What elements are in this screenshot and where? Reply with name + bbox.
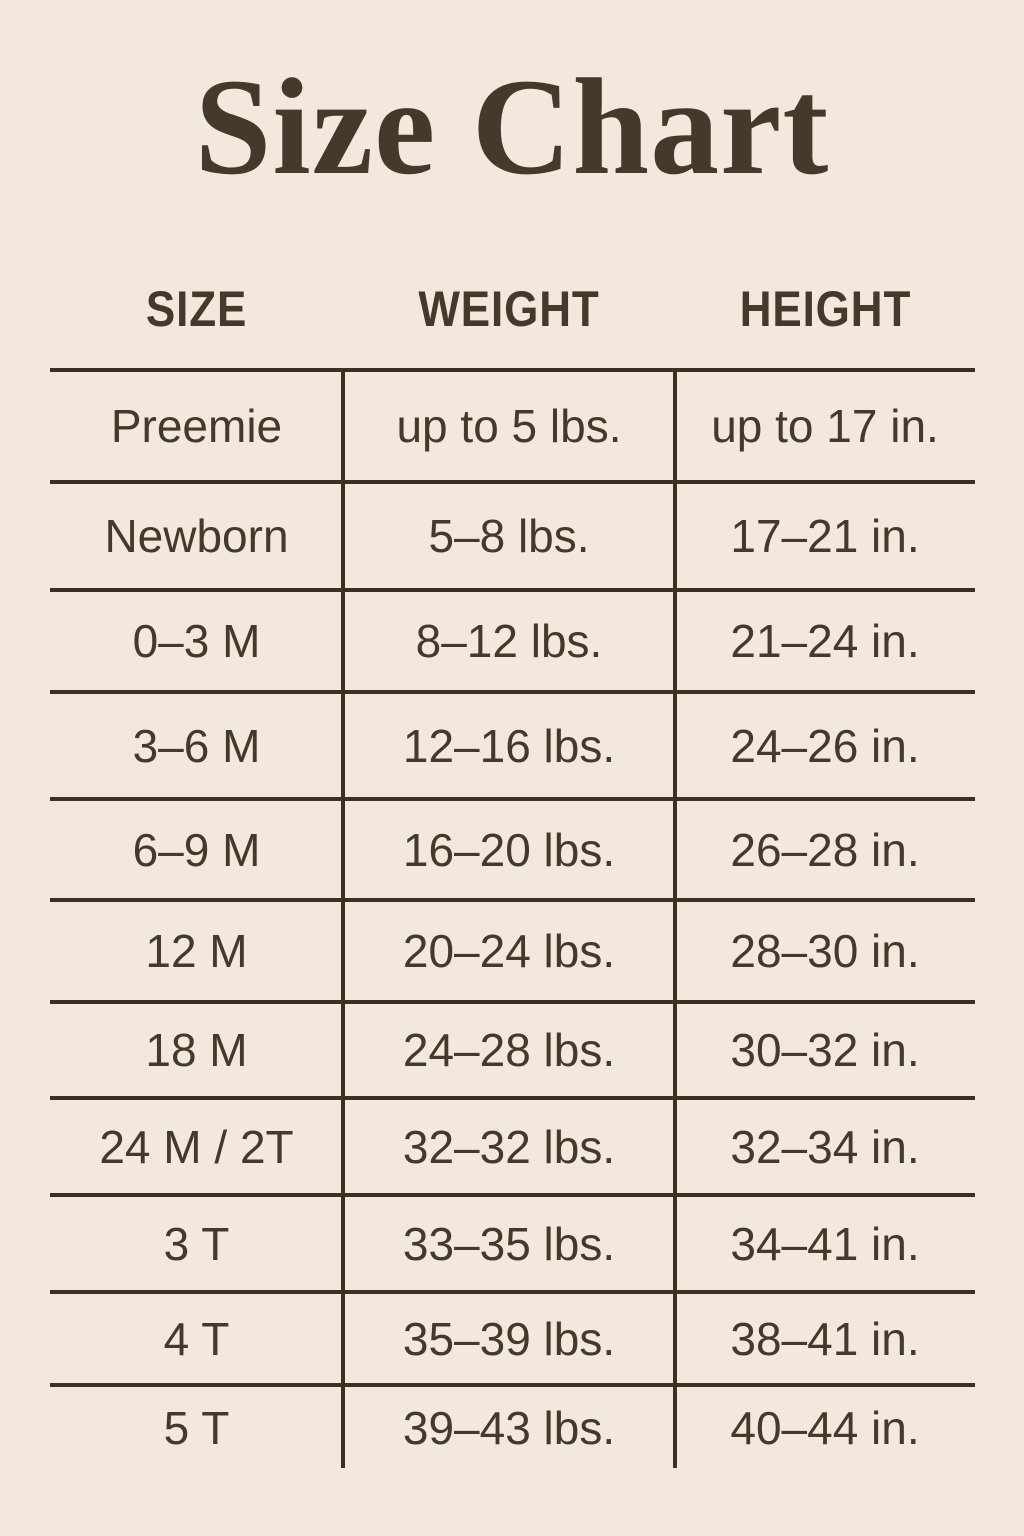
weight-cell: 16–20 lbs. <box>402 823 616 876</box>
size-cell: 3 T <box>163 1217 230 1270</box>
height-cell: 30–32 in. <box>730 1024 920 1076</box>
weight-cell: 8–12 lbs. <box>415 615 603 667</box>
weight-cell: 35–39 lbs. <box>402 1312 616 1365</box>
size-cell: 4 T <box>163 1312 230 1365</box>
table-row-newborn: Newborn 5–8 lbs. 17–21 in. <box>50 480 975 588</box>
height-cell: 28–30 in. <box>730 925 920 977</box>
column-header-weight-label: WEIGHT <box>418 281 600 337</box>
table-row-18m: 18 M 24–28 lbs. 30–32 in. <box>50 1000 975 1096</box>
weight-cell: up to 5 lbs. <box>396 400 622 452</box>
height-cell: up to 17 in. <box>711 400 939 452</box>
table-row-0-3m: 0–3 M 8–12 lbs. 21–24 in. <box>50 588 975 690</box>
size-cell: 6–9 M <box>132 823 261 876</box>
height-cell: 32–34 in. <box>730 1120 920 1173</box>
column-header-height-label: HEIGHT <box>739 281 911 337</box>
height-cell: 21–24 in. <box>730 615 920 667</box>
size-cell: 24 M / 2T <box>99 1120 294 1173</box>
height-cell: 26–28 in. <box>730 823 920 876</box>
size-cell: 0–3 M <box>132 615 261 667</box>
table-row-6-9m: 6–9 M 16–20 lbs. 26–28 in. <box>50 797 975 898</box>
weight-cell: 39–43 lbs. <box>402 1401 616 1454</box>
size-cell: Newborn <box>104 510 289 562</box>
height-cell: 40–44 in. <box>730 1401 920 1454</box>
size-cell: Preemie <box>110 400 283 452</box>
column-header-height: HEIGHT <box>675 278 975 340</box>
size-table: Preemie up to 5 lbs. up to 17 in. Newbor… <box>50 368 975 1468</box>
table-row-24m-2t: 24 M / 2T 32–32 lbs. 32–34 in. <box>50 1096 975 1193</box>
height-cell: 34–41 in. <box>730 1217 920 1270</box>
table-row-preemie: Preemie up to 5 lbs. up to 17 in. <box>50 368 975 480</box>
height-cell: 24–26 in. <box>730 719 920 772</box>
weight-cell: 24–28 lbs. <box>402 1024 616 1076</box>
weight-cell: 5–8 lbs. <box>428 510 590 562</box>
page-title: Size Chart <box>194 50 830 203</box>
table-row-12m: 12 M 20–24 lbs. 28–30 in. <box>50 898 975 1000</box>
table-row-3-6m: 3–6 M 12–16 lbs. 24–26 in. <box>50 690 975 797</box>
size-cell: 5 T <box>163 1401 230 1454</box>
weight-cell: 33–35 lbs. <box>402 1217 616 1270</box>
size-cell: 18 M <box>145 1024 248 1076</box>
weight-cell: 20–24 lbs. <box>402 925 616 977</box>
height-cell: 17–21 in. <box>730 510 920 562</box>
column-header-size-label: SIZE <box>145 281 248 337</box>
column-header-size: SIZE <box>50 278 343 340</box>
height-cell: 38–41 in. <box>730 1312 920 1365</box>
weight-cell: 32–32 lbs. <box>402 1120 616 1173</box>
table-row-5t: 5 T 39–43 lbs. 40–44 in. <box>50 1383 975 1468</box>
weight-cell: 12–16 lbs. <box>402 719 616 772</box>
size-cell: 12 M <box>145 925 248 977</box>
column-divider-weight-height <box>673 368 677 1468</box>
column-divider-size-weight <box>341 368 345 1468</box>
table-row-3t: 3 T 33–35 lbs. 34–41 in. <box>50 1193 975 1290</box>
table-row-4t: 4 T 35–39 lbs. 38–41 in. <box>50 1290 975 1383</box>
size-cell: 3–6 M <box>132 719 261 772</box>
table-header-row: SIZE WEIGHT HEIGHT <box>50 278 975 340</box>
column-header-weight: WEIGHT <box>343 278 675 340</box>
